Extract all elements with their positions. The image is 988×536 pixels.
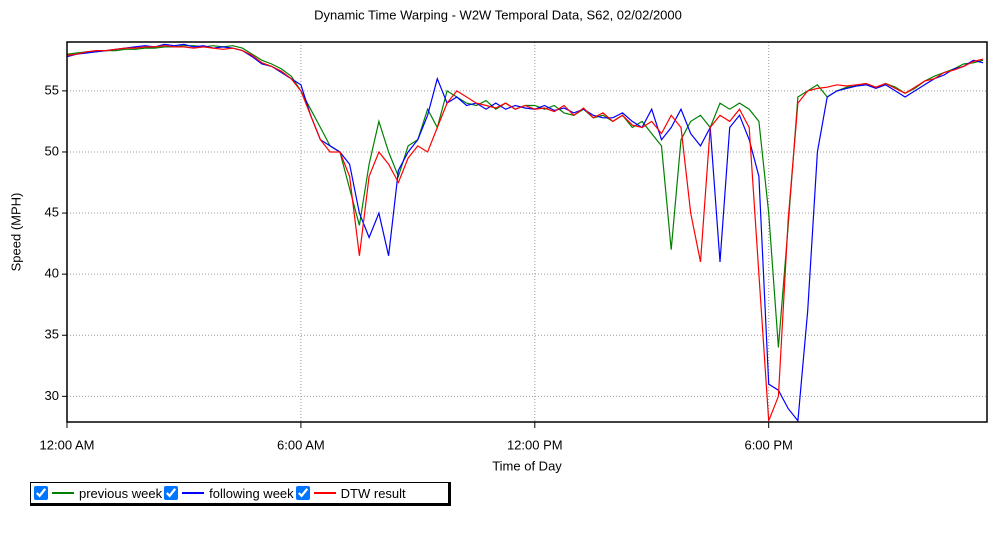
y-tick-label: 40 (45, 266, 59, 281)
legend: previous week following week DTW result (30, 482, 451, 506)
y-tick-label: 55 (45, 82, 59, 97)
legend-label: following week (209, 485, 294, 501)
plot-area (67, 42, 987, 422)
legend-checkbox[interactable] (164, 486, 179, 500)
x-tick-label: 6:00 AM (277, 437, 325, 452)
legend-checkbox[interactable] (34, 486, 48, 500)
y-tick-label: 45 (45, 204, 59, 219)
legend-label: DTW result (340, 485, 406, 501)
series-line (67, 45, 984, 422)
y-axis-label: Speed (MPH) (8, 193, 23, 272)
x-axis-label: Time of Day (492, 458, 562, 473)
legend-item: following week (164, 486, 294, 501)
x-tick-label: 12:00 AM (40, 437, 95, 452)
legend-checkbox[interactable] (295, 486, 310, 500)
legend-label: previous week (79, 485, 163, 501)
plot-border (66, 41, 988, 423)
legend-swatch (52, 492, 74, 494)
y-tick-label: 35 (45, 327, 59, 342)
chart-title: Dynamic Time Warping - W2W Temporal Data… (314, 7, 682, 22)
legend-swatch (182, 492, 205, 494)
legend-swatch (313, 492, 336, 494)
y-tick-label: 50 (45, 143, 59, 158)
y-tick-label: 30 (45, 388, 59, 403)
legend-item: DTW result (295, 485, 406, 501)
legend-item: previous week (34, 486, 162, 501)
series-line (67, 43, 984, 422)
x-tick-label: 6:00 PM (744, 437, 792, 452)
x-tick-label: 12:00 PM (507, 437, 563, 452)
